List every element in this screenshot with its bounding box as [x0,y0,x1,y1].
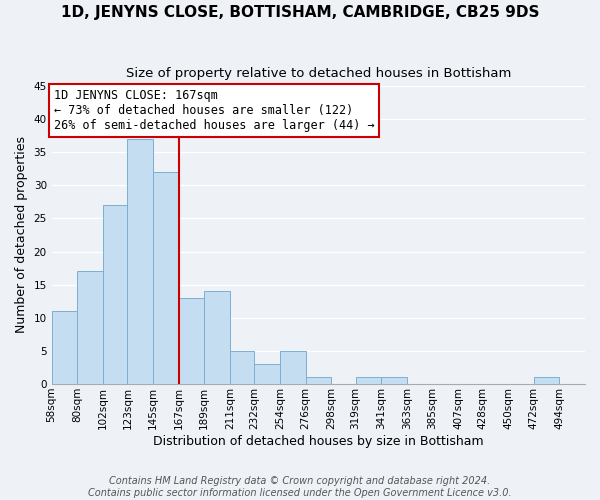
Bar [204,292,230,384]
Bar [127,139,153,384]
Bar [230,351,254,384]
Bar [52,311,77,384]
X-axis label: Distribution of detached houses by size in Bottisham: Distribution of detached houses by size … [153,434,484,448]
Bar [381,378,407,384]
Bar [179,298,204,384]
Bar [254,364,280,384]
Bar [305,378,331,384]
Bar [103,205,127,384]
Y-axis label: Number of detached properties: Number of detached properties [15,136,28,334]
Title: Size of property relative to detached houses in Bottisham: Size of property relative to detached ho… [125,68,511,80]
Text: Contains HM Land Registry data © Crown copyright and database right 2024.
Contai: Contains HM Land Registry data © Crown c… [88,476,512,498]
Text: 1D JENYNS CLOSE: 167sqm
← 73% of detached houses are smaller (122)
26% of semi-d: 1D JENYNS CLOSE: 167sqm ← 73% of detache… [54,89,374,132]
Bar [77,272,103,384]
Bar [280,351,305,384]
Bar [356,378,381,384]
Text: 1D, JENYNS CLOSE, BOTTISHAM, CAMBRIDGE, CB25 9DS: 1D, JENYNS CLOSE, BOTTISHAM, CAMBRIDGE, … [61,5,539,20]
Bar [153,172,179,384]
Bar [534,378,559,384]
